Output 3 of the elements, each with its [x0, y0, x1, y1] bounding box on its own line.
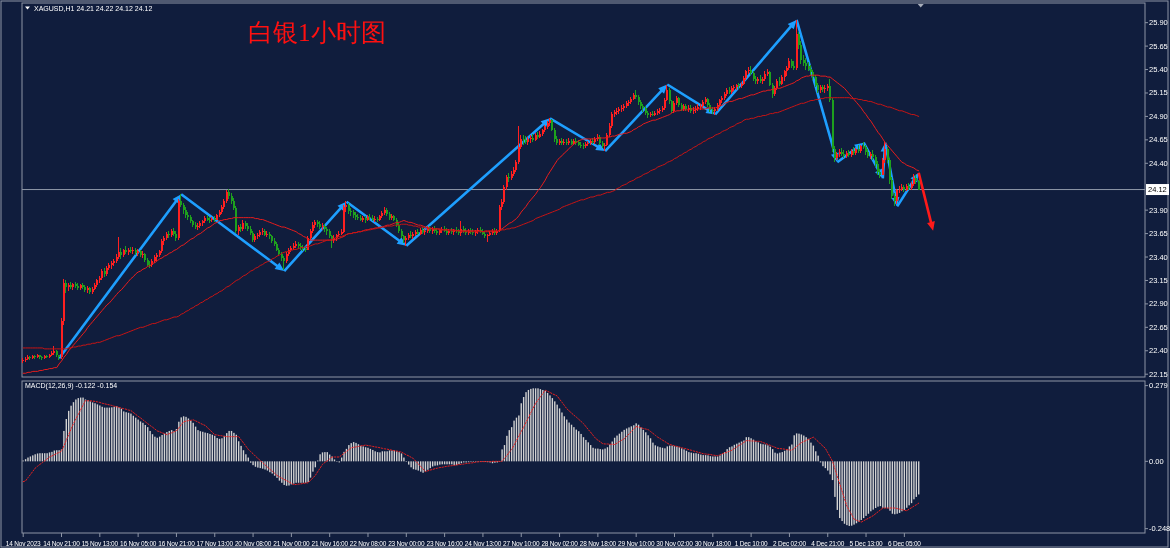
- line-series: [22, 74, 920, 374]
- line-series: [22, 389, 920, 523]
- text: 白银1小时图: [248, 19, 386, 46]
